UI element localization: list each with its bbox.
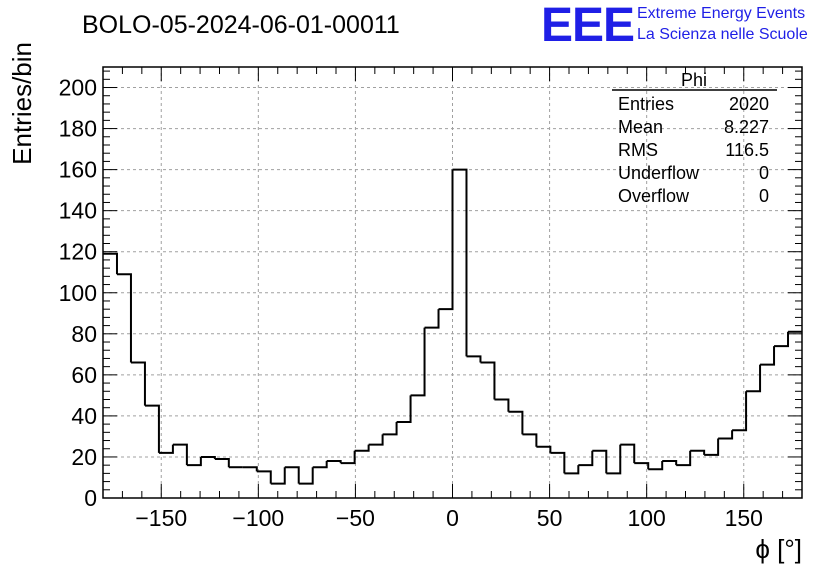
histogram-bin xyxy=(116,273,132,363)
stats-label-rms: RMS xyxy=(618,140,658,160)
chart-title: BOLO-05-2024-06-01-00011 xyxy=(82,11,400,39)
histogram-bin xyxy=(732,391,748,432)
histogram-bin xyxy=(144,404,160,453)
y-axis-label: Entries/bin xyxy=(7,42,37,165)
histogram-bin xyxy=(424,309,440,329)
histogram-bin xyxy=(172,443,188,466)
y-tick-label: 20 xyxy=(71,444,97,470)
x-tick-label: −100 xyxy=(232,505,284,531)
stats-label-underflow: Underflow xyxy=(618,163,700,183)
stats-value-mean: 8.227 xyxy=(724,117,769,137)
y-tick-label: 0 xyxy=(84,485,97,511)
y-tick-label: 160 xyxy=(59,157,97,183)
histogram-bin xyxy=(382,422,398,436)
y-tick-label: 140 xyxy=(59,198,97,224)
histogram-bin xyxy=(186,456,202,467)
histogram-bin xyxy=(550,451,566,474)
histogram-bin xyxy=(508,410,524,435)
y-tick-label: 100 xyxy=(59,280,97,306)
histogram-bin xyxy=(270,467,286,485)
histogram-bin xyxy=(648,461,664,471)
y-tick-label: 120 xyxy=(59,239,97,265)
histogram-bin xyxy=(606,444,622,475)
y-tick-label: 180 xyxy=(59,116,97,142)
histogram-bin xyxy=(494,398,510,412)
stats-label-entries: Entries xyxy=(618,94,674,114)
histogram-bin xyxy=(284,466,300,484)
eee-logo: EEE Extreme Energy Events La Scienza nel… xyxy=(541,0,808,52)
histogram-bin xyxy=(410,327,426,397)
histogram-bin xyxy=(103,252,118,275)
histogram-bin xyxy=(578,450,594,467)
histogram-bin xyxy=(242,466,258,472)
y-tick-label: 40 xyxy=(71,403,97,429)
histogram-bin xyxy=(312,461,328,469)
histogram-bin xyxy=(480,361,496,400)
stats-label-overflow: Overflow xyxy=(618,186,690,206)
histogram-bin xyxy=(354,444,370,452)
histogram-bin xyxy=(746,364,762,393)
histogram-bin xyxy=(620,443,636,464)
stats-label-mean: Mean xyxy=(618,117,663,137)
x-tick-label: −150 xyxy=(135,505,187,531)
histogram-bin xyxy=(536,445,552,453)
histogram-bin xyxy=(396,395,412,424)
histogram-bin xyxy=(340,450,356,465)
histogram-bin xyxy=(634,462,650,470)
x-tick-label: −50 xyxy=(336,505,375,531)
histogram-bin xyxy=(438,169,454,311)
histogram-bin xyxy=(592,449,608,474)
x-tick-label: 100 xyxy=(627,505,665,531)
histogram-bin xyxy=(214,458,230,468)
stats-value-underflow: 0 xyxy=(759,163,769,183)
histogram-bin xyxy=(200,455,216,460)
x-tick-label: 50 xyxy=(537,505,563,531)
histogram-bin xyxy=(522,433,538,447)
histogram-bin xyxy=(662,460,678,466)
histogram-bin xyxy=(158,444,174,454)
x-tick-label: 0 xyxy=(446,505,459,531)
histogram-bin xyxy=(452,168,468,357)
histogram-bin xyxy=(676,450,692,467)
histogram-bin xyxy=(774,331,790,348)
histogram-bin xyxy=(326,460,342,464)
y-tick-label: 200 xyxy=(59,75,97,101)
x-tick-labels: −150 −100 −50 0 50 100 150 xyxy=(135,505,763,531)
y-tick-labels: 0 20 40 60 80 100 120 140 160 180 200 xyxy=(59,75,97,511)
histogram-bin xyxy=(466,355,482,363)
stats-box: Phi Entries 2020 Mean 8.227 RMS 116.5 Un… xyxy=(612,70,777,206)
stats-value-entries: 2020 xyxy=(729,94,769,114)
stats-value-rms: 116.5 xyxy=(725,140,769,160)
histogram-bin xyxy=(690,449,706,455)
logo-mark: EEE xyxy=(541,0,634,52)
stats-title: Phi xyxy=(681,70,707,90)
logo-line-2: La Scienza nelle Scuole xyxy=(637,26,808,43)
logo-line-1: Extreme Energy Events xyxy=(637,5,805,22)
histogram-series xyxy=(103,168,802,485)
histogram-bin xyxy=(130,361,146,406)
histogram-bin xyxy=(760,346,776,366)
x-tick-label: 150 xyxy=(725,505,763,531)
histogram-bin xyxy=(704,438,720,456)
axis-ticks xyxy=(103,67,802,499)
y-tick-label: 60 xyxy=(71,362,97,388)
stats-value-overflow: 0 xyxy=(759,186,769,206)
histogram-bin xyxy=(298,467,314,485)
histogram-bin xyxy=(368,434,384,446)
histogram-bin xyxy=(564,465,580,475)
histogram-bin xyxy=(256,470,272,484)
histogram-bin xyxy=(718,430,734,440)
x-axis-label: ϕ [°] xyxy=(755,534,802,564)
y-tick-label: 80 xyxy=(71,321,97,347)
